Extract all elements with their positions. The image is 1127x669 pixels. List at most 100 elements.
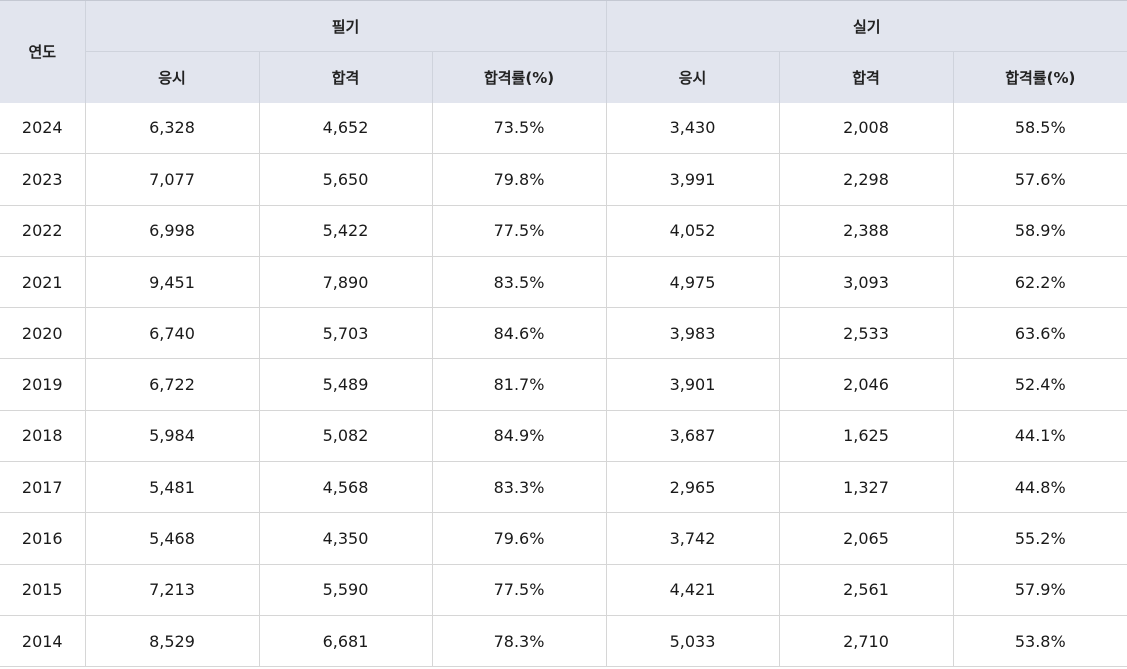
written-pass-rate-cell: 79.8% <box>431 153 607 206</box>
practical-passed-cell: 2,561 <box>778 563 954 616</box>
written-passed-cell: 5,590 <box>258 563 432 616</box>
practical-applicants-cell: 4,975 <box>605 255 780 308</box>
practical-applicants-cell: 5,033 <box>605 614 780 668</box>
practical-applicants-header: 응시 <box>605 51 780 103</box>
practical-pass-rate-cell: 57.6% <box>952 153 1127 206</box>
written-applicants-cell: 6,722 <box>84 358 259 411</box>
written-pass-rate-cell: 83.3% <box>431 461 607 513</box>
practical-passed-cell: 3,093 <box>778 255 954 308</box>
practical-passed-cell: 1,625 <box>778 409 954 462</box>
table-row: 2015 7,213 5,590 77.5% 4,421 2,561 57.9% <box>0 563 1127 616</box>
written-pass-rate-cell: 84.9% <box>431 409 607 462</box>
practical-applicants-cell: 4,052 <box>605 204 780 257</box>
practical-pass-rate-cell: 62.2% <box>952 255 1127 308</box>
written-pass-rate-cell: 81.7% <box>431 358 607 411</box>
written-applicants-cell: 7,077 <box>84 153 259 206</box>
written-pass-rate-cell: 84.6% <box>431 307 607 359</box>
written-pass-rate-header: 합격률(%) <box>431 51 607 103</box>
table-row: 2018 5,984 5,082 84.9% 3,687 1,625 44.1% <box>0 409 1127 462</box>
written-pass-rate-cell: 77.5% <box>431 204 607 257</box>
written-passed-cell: 5,703 <box>258 307 432 359</box>
table-row: 2021 9,451 7,890 83.5% 4,975 3,093 62.2% <box>0 255 1127 308</box>
practical-applicants-cell: 3,430 <box>605 102 780 154</box>
practical-applicants-cell: 4,421 <box>605 563 780 616</box>
year-cell: 2022 <box>0 204 85 257</box>
practical-pass-rate-cell: 53.8% <box>952 614 1127 668</box>
table-row: 2017 5,481 4,568 83.3% 2,965 1,327 44.8% <box>0 461 1127 513</box>
written-applicants-cell: 5,481 <box>84 461 259 513</box>
practical-pass-rate-header: 합격률(%) <box>952 51 1127 103</box>
written-passed-cell: 5,650 <box>258 153 432 206</box>
practical-applicants-cell: 2,965 <box>605 461 780 513</box>
practical-applicants-cell: 3,983 <box>605 307 780 359</box>
written-passed-cell: 6,681 <box>258 614 432 668</box>
practical-pass-rate-cell: 44.8% <box>952 461 1127 513</box>
practical-passed-cell: 2,298 <box>778 153 954 206</box>
practical-passed-cell: 2,388 <box>778 204 954 257</box>
written-pass-rate-cell: 83.5% <box>431 255 607 308</box>
written-passed-cell: 4,652 <box>258 102 432 154</box>
header-sub-row: 응시 합격 합격률(%) 응시 합격 합격률(%) <box>0 51 1127 103</box>
year-cell: 2018 <box>0 409 85 462</box>
table-row: 2016 5,468 4,350 79.6% 3,742 2,065 55.2% <box>0 512 1127 565</box>
written-applicants-cell: 6,998 <box>84 204 259 257</box>
written-pass-rate-cell: 73.5% <box>431 102 607 154</box>
written-exam-header: 필기 <box>84 0 607 52</box>
practical-passed-cell: 2,046 <box>778 358 954 411</box>
table-row: 2024 6,328 4,652 73.5% 3,430 2,008 58.5% <box>0 102 1127 154</box>
table-row: 2022 6,998 5,422 77.5% 4,052 2,388 58.9% <box>0 204 1127 257</box>
practical-exam-header: 실기 <box>605 0 1127 52</box>
year-cell: 2014 <box>0 614 85 668</box>
written-pass-rate-cell: 79.6% <box>431 512 607 565</box>
practical-pass-rate-cell: 63.6% <box>952 307 1127 359</box>
written-passed-header: 합격 <box>258 51 432 103</box>
practical-applicants-cell: 3,991 <box>605 153 780 206</box>
written-pass-rate-cell: 78.3% <box>431 614 607 668</box>
practical-pass-rate-cell: 58.9% <box>952 204 1127 257</box>
written-passed-cell: 4,568 <box>258 461 432 513</box>
written-passed-cell: 7,890 <box>258 255 432 308</box>
written-passed-cell: 4,350 <box>258 512 432 565</box>
year-cell: 2021 <box>0 255 85 308</box>
practical-applicants-cell: 3,687 <box>605 409 780 462</box>
written-passed-cell: 5,489 <box>258 358 432 411</box>
year-cell: 2017 <box>0 461 85 513</box>
year-cell: 2024 <box>21 118 63 138</box>
practical-applicants-cell: 3,901 <box>605 358 780 411</box>
practical-pass-rate-cell: 58.5% <box>952 102 1127 154</box>
written-applicants-cell: 8,529 <box>84 614 259 668</box>
table-row: 2014 8,529 6,681 78.3% 5,033 2,710 53.8% <box>0 614 1127 668</box>
year-cell: 2016 <box>0 512 85 565</box>
table-header: 연도 필기 실기 응시 합격 합격률(%) 응시 합격 합격률(%) <box>0 0 1127 103</box>
practical-passed-cell: 2,008 <box>778 102 954 154</box>
practical-passed-cell: 2,710 <box>778 614 954 668</box>
written-applicants-cell: 6,740 <box>84 307 259 359</box>
written-applicants-cell: 9,451 <box>84 255 259 308</box>
year-column-header: 연도 <box>0 0 85 103</box>
year-cell: 2020 <box>0 307 85 359</box>
practical-passed-cell: 2,065 <box>778 512 954 565</box>
written-pass-rate-cell: 77.5% <box>431 563 607 616</box>
year-cell: 2023 <box>0 153 85 206</box>
practical-passed-cell: 1,327 <box>778 461 954 513</box>
table-body: 2024 6,328 4,652 73.5% 3,430 2,008 58.5% 2023 7,… <box>0 102 1127 668</box>
written-applicants-cell: 6,328 <box>84 102 259 154</box>
written-passed-cell: 5,422 <box>258 204 432 257</box>
written-applicants-cell: 7,213 <box>84 563 259 616</box>
practical-pass-rate-cell: 52.4% <box>952 358 1127 411</box>
table-row: 2019 6,722 5,489 81.7% 3,901 2,046 52.4% <box>0 358 1127 411</box>
table-row: 2023 7,077 5,650 79.8% 3,991 2,298 57.6% <box>0 153 1127 206</box>
header-group-row: 연도 필기 실기 <box>0 0 1127 103</box>
practical-applicants-cell: 3,742 <box>605 512 780 565</box>
year-cell: 2019 <box>0 358 85 411</box>
practical-passed-cell: 2,533 <box>778 307 954 359</box>
practical-pass-rate-cell: 55.2% <box>952 512 1127 565</box>
year-cell: 2015 <box>0 563 85 616</box>
written-applicants-cell: 5,468 <box>84 512 259 565</box>
written-applicants-header: 응시 <box>84 51 259 103</box>
practical-passed-header: 합격 <box>778 51 954 103</box>
practical-pass-rate-cell: 44.1% <box>952 409 1127 462</box>
written-passed-cell: 5,082 <box>258 409 432 462</box>
table-row: 2020 6,740 5,703 84.6% 3,983 2,533 63.6% <box>0 307 1127 359</box>
